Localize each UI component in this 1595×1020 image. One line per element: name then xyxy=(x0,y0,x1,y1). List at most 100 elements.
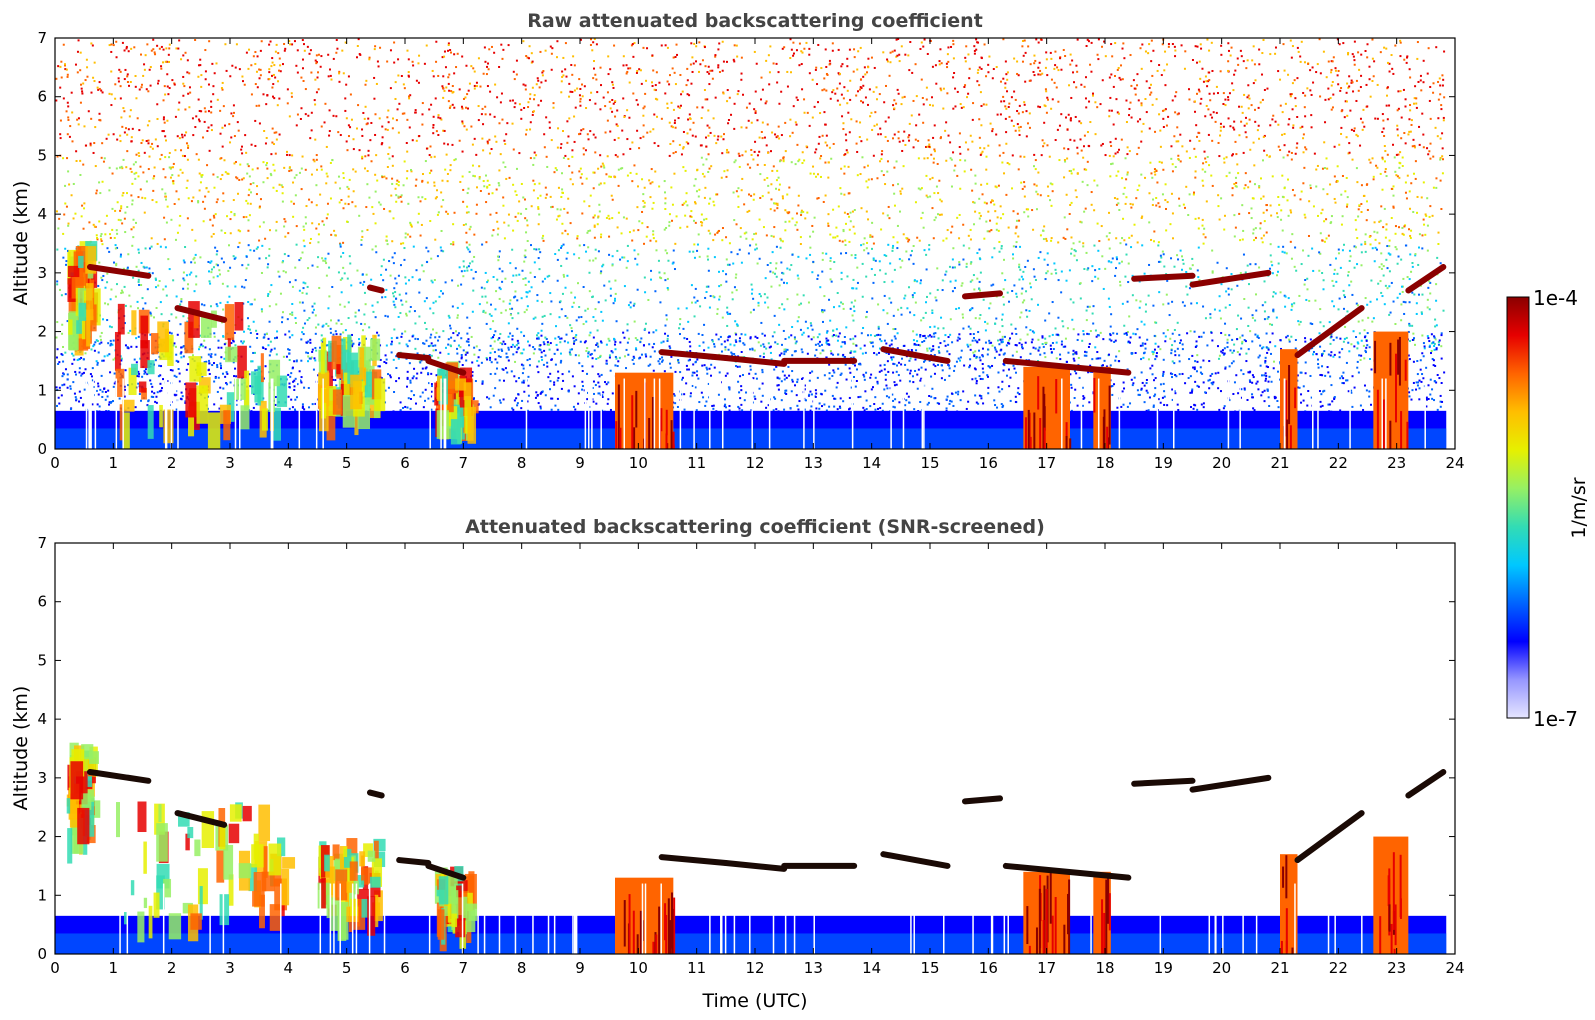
noise-speck xyxy=(1361,319,1364,322)
noise-speck xyxy=(529,271,532,274)
noise-speck xyxy=(1380,263,1383,266)
noise-speck xyxy=(289,313,292,316)
noise-speck xyxy=(893,192,896,195)
noise-speck xyxy=(752,198,755,201)
noise-speck xyxy=(1127,281,1130,284)
noise-speck xyxy=(152,177,155,180)
noise-speck xyxy=(1120,138,1123,141)
noise-speck xyxy=(1271,264,1274,267)
noise-speck xyxy=(757,304,760,307)
noise-speck xyxy=(1373,260,1376,263)
noise-speck xyxy=(1404,98,1407,101)
noise-speck xyxy=(233,257,236,260)
noise-speck xyxy=(430,103,433,106)
noise-speck xyxy=(817,274,820,277)
noise-speck xyxy=(583,85,586,88)
noise-speck xyxy=(1207,108,1210,111)
noise-speck xyxy=(571,171,574,174)
noise-speck xyxy=(498,267,501,270)
noise-speck xyxy=(1227,96,1230,99)
noise-speck xyxy=(866,241,869,244)
noise-speck xyxy=(440,118,443,121)
noise-speck xyxy=(324,102,327,105)
noise-speck xyxy=(81,90,84,93)
noise-speck xyxy=(858,136,861,139)
noise-speck xyxy=(1048,155,1051,158)
noise-speck xyxy=(635,71,638,74)
noise-speck xyxy=(488,48,491,51)
noise-speck xyxy=(449,324,452,327)
noise-speck xyxy=(1292,126,1295,129)
noise-speck xyxy=(792,105,795,108)
noise-speck xyxy=(708,72,711,75)
noise-speck xyxy=(307,355,310,358)
noise-speck xyxy=(197,64,200,67)
noise-speck xyxy=(1337,248,1340,251)
noise-speck xyxy=(1123,324,1126,327)
noise-speck xyxy=(490,148,493,151)
noise-speck xyxy=(462,188,465,191)
noise-speck xyxy=(874,259,877,262)
noise-speck xyxy=(836,291,839,294)
noise-speck xyxy=(90,117,93,120)
noise-speck xyxy=(1357,342,1360,345)
noise-speck xyxy=(1072,168,1075,171)
noise-speck xyxy=(805,41,808,44)
noise-speck xyxy=(321,220,324,223)
noise-speck xyxy=(598,210,601,213)
noise-speck xyxy=(402,83,405,86)
noise-speck xyxy=(221,126,224,129)
noise-speck xyxy=(1018,278,1021,281)
noise-speck xyxy=(652,230,655,233)
noise-speck xyxy=(394,306,397,309)
noise-speck xyxy=(1350,79,1353,82)
noise-speck xyxy=(1397,107,1400,110)
noise-speck xyxy=(1096,53,1099,56)
noise-speck xyxy=(1356,360,1359,363)
noise-speck xyxy=(453,159,456,162)
noise-speck xyxy=(399,264,402,267)
noise-speck xyxy=(729,312,732,315)
noise-speck xyxy=(1148,127,1151,130)
noise-speck xyxy=(972,201,975,204)
noise-speck xyxy=(143,211,146,214)
noise-speck xyxy=(1183,67,1186,70)
noise-speck xyxy=(1346,310,1349,313)
noise-speck xyxy=(487,192,490,195)
noise-speck xyxy=(685,192,688,195)
noise-speck xyxy=(444,168,447,171)
noise-speck xyxy=(1283,144,1286,147)
noise-speck xyxy=(721,40,724,43)
noise-speck xyxy=(840,271,843,274)
noise-speck xyxy=(626,260,629,263)
noise-speck xyxy=(431,69,434,72)
noise-speck xyxy=(623,285,626,288)
noise-speck xyxy=(497,338,500,341)
noise-speck xyxy=(1199,43,1202,46)
noise-speck xyxy=(1059,56,1062,59)
noise-speck xyxy=(199,64,202,67)
noise-speck xyxy=(693,256,696,259)
noise-speck xyxy=(1015,292,1018,295)
noise-speck xyxy=(262,93,265,96)
noise-speck xyxy=(233,212,236,215)
noise-speck xyxy=(707,134,710,137)
noise-speck xyxy=(1353,245,1356,248)
noise-speck xyxy=(291,285,294,288)
noise-speck xyxy=(317,53,320,56)
noise-speck xyxy=(1384,150,1387,153)
noise-speck xyxy=(429,307,432,310)
noise-speck xyxy=(1337,83,1340,86)
noise-speck xyxy=(165,221,168,224)
noise-speck xyxy=(726,306,729,309)
noise-speck xyxy=(182,54,185,57)
noise-speck xyxy=(232,111,235,114)
noise-speck xyxy=(884,272,887,275)
noise-speck xyxy=(286,150,289,153)
noise-speck xyxy=(673,172,676,175)
noise-speck xyxy=(989,302,992,305)
noise-speck xyxy=(190,200,193,203)
noise-speck xyxy=(1096,184,1099,187)
noise-speck xyxy=(898,53,901,56)
noise-speck xyxy=(79,69,82,72)
